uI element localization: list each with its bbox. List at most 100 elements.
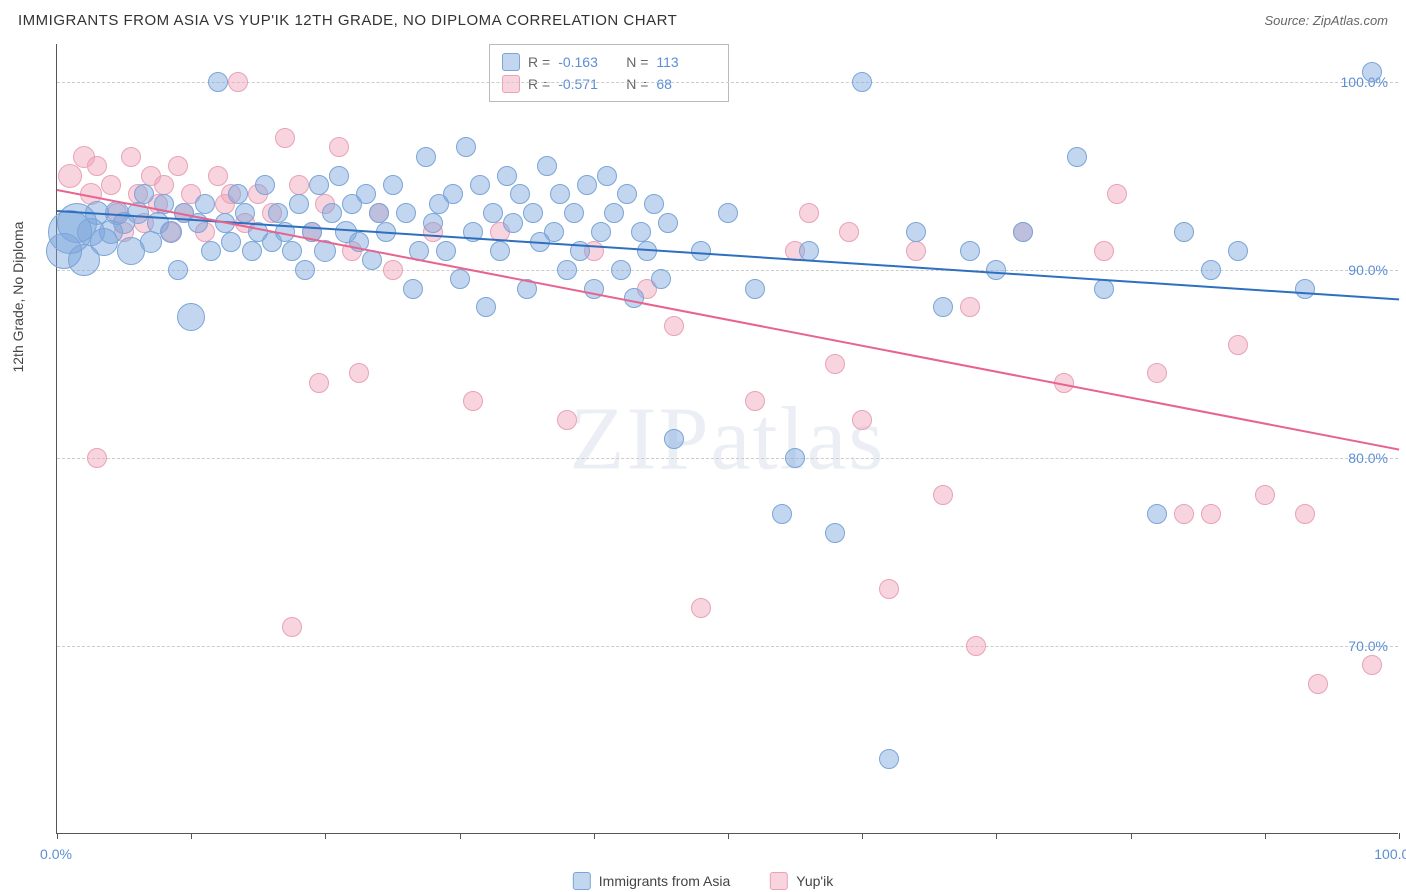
scatter-point-blue xyxy=(503,213,523,233)
swatch-pink xyxy=(770,872,788,890)
scatter-point-pink xyxy=(87,448,107,468)
scatter-point-blue xyxy=(1295,279,1315,299)
x-tick-label: 100.0% xyxy=(1374,846,1406,862)
scatter-point-blue xyxy=(134,184,154,204)
scatter-point-pink xyxy=(383,260,403,280)
scatter-point-blue xyxy=(201,241,221,261)
scatter-point-blue xyxy=(617,184,637,204)
scatter-point-blue xyxy=(644,194,664,214)
scatter-point-blue xyxy=(1174,222,1194,242)
scatter-point-pink xyxy=(87,156,107,176)
scatter-point-blue xyxy=(624,288,644,308)
blue-r-value: -0.163 xyxy=(558,54,618,70)
scatter-point-blue xyxy=(470,175,490,195)
scatter-point-pink xyxy=(664,316,684,336)
y-tick-label: 70.0% xyxy=(1348,638,1388,654)
r-label: R = xyxy=(528,54,550,70)
pink-n-value: 68 xyxy=(656,76,716,92)
scatter-point-blue xyxy=(906,222,926,242)
scatter-point-blue xyxy=(456,137,476,157)
scatter-point-blue xyxy=(1094,279,1114,299)
scatter-point-blue xyxy=(282,241,302,261)
scatter-point-blue xyxy=(369,203,389,223)
scatter-point-blue xyxy=(510,184,530,204)
scatter-point-pink xyxy=(852,410,872,430)
y-tick-label: 90.0% xyxy=(1348,262,1388,278)
scatter-point-blue xyxy=(160,221,182,243)
scatter-point-blue xyxy=(825,523,845,543)
legend-row-pink: R = -0.571 N = 68 xyxy=(502,73,716,95)
scatter-point-pink xyxy=(329,137,349,157)
scatter-point-blue xyxy=(564,203,584,223)
scatter-point-blue xyxy=(1201,260,1221,280)
scatter-point-blue xyxy=(523,203,543,223)
scatter-point-blue xyxy=(745,279,765,299)
r-label: R = xyxy=(528,76,550,92)
scatter-point-pink xyxy=(825,354,845,374)
scatter-point-blue xyxy=(960,241,980,261)
scatter-point-blue xyxy=(597,166,617,186)
x-tick xyxy=(460,833,461,839)
scatter-point-pink xyxy=(691,598,711,618)
scatter-point-blue xyxy=(322,203,342,223)
regression-line-pink xyxy=(57,189,1399,451)
scatter-point-blue xyxy=(436,241,456,261)
scatter-point-blue xyxy=(476,297,496,317)
scatter-point-blue xyxy=(255,175,275,195)
scatter-point-blue xyxy=(718,203,738,223)
x-tick xyxy=(57,833,58,839)
scatter-point-pink xyxy=(1295,504,1315,524)
gridline xyxy=(57,646,1398,647)
x-tick xyxy=(728,833,729,839)
scatter-point-blue xyxy=(557,260,577,280)
scatter-point-blue xyxy=(221,232,241,252)
scatter-point-pink xyxy=(228,72,248,92)
scatter-point-pink xyxy=(839,222,859,242)
chart-source: Source: ZipAtlas.com xyxy=(1264,13,1388,28)
scatter-point-pink xyxy=(933,485,953,505)
series-legend: Immigrants from Asia Yup'ik xyxy=(573,872,833,890)
scatter-point-pink xyxy=(879,579,899,599)
scatter-point-pink xyxy=(208,166,228,186)
scatter-point-blue xyxy=(879,749,899,769)
x-tick-label: 0.0% xyxy=(40,846,72,862)
scatter-point-pink xyxy=(58,164,82,188)
scatter-point-blue xyxy=(631,222,651,242)
scatter-point-pink xyxy=(1228,335,1248,355)
scatter-point-blue xyxy=(235,203,255,223)
scatter-point-pink xyxy=(282,617,302,637)
scatter-point-pink xyxy=(1094,241,1114,261)
blue-n-value: 113 xyxy=(656,54,716,70)
scatter-point-pink xyxy=(960,297,980,317)
legend-item-pink: Yup'ik xyxy=(770,872,833,890)
scatter-point-blue xyxy=(396,203,416,223)
scatter-point-blue xyxy=(490,241,510,261)
scatter-point-pink xyxy=(101,175,121,195)
scatter-point-blue xyxy=(356,184,376,204)
legend-label-pink: Yup'ik xyxy=(796,873,833,889)
legend-item-blue: Immigrants from Asia xyxy=(573,872,730,890)
scatter-point-pink xyxy=(1147,363,1167,383)
scatter-point-pink xyxy=(745,391,765,411)
scatter-point-pink xyxy=(1308,674,1328,694)
scatter-point-blue xyxy=(611,260,631,280)
scatter-point-blue xyxy=(537,156,557,176)
scatter-point-pink xyxy=(799,203,819,223)
scatter-point-blue xyxy=(208,72,228,92)
n-label: N = xyxy=(626,76,648,92)
scatter-point-pink xyxy=(463,391,483,411)
scatter-point-blue xyxy=(168,260,188,280)
scatter-point-pink xyxy=(309,373,329,393)
scatter-point-blue xyxy=(383,175,403,195)
swatch-blue xyxy=(502,53,520,71)
x-tick xyxy=(996,833,997,839)
legend-row-blue: R = -0.163 N = 113 xyxy=(502,51,716,73)
legend-label-blue: Immigrants from Asia xyxy=(599,873,730,889)
scatter-point-blue xyxy=(443,184,463,204)
scatter-point-pink xyxy=(154,175,174,195)
scatter-point-blue xyxy=(242,241,262,261)
swatch-pink xyxy=(502,75,520,93)
scatter-point-pink xyxy=(168,156,188,176)
x-tick xyxy=(1399,833,1400,839)
gridline xyxy=(57,82,1398,83)
